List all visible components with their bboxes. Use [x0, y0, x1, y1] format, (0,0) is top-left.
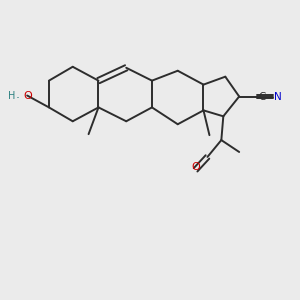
Text: .: .: [15, 88, 19, 101]
Text: H: H: [8, 91, 15, 100]
Text: O: O: [191, 162, 200, 172]
Text: O: O: [24, 91, 32, 100]
Text: N: N: [274, 92, 282, 101]
Text: C: C: [258, 92, 266, 101]
